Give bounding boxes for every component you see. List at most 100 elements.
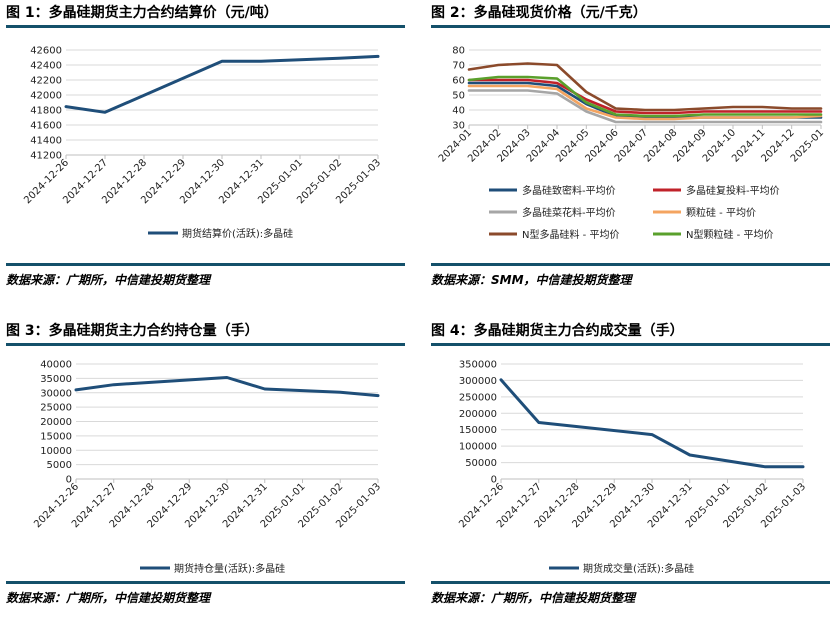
data-point [468,85,470,87]
data-point [761,110,764,113]
y-tick-label: 50000 [465,458,497,469]
data-point [761,121,764,123]
y-tick-label: 0 [66,475,72,486]
data-point [526,89,529,92]
title-divider [431,25,830,28]
data-point [585,91,588,93]
y-tick-label: 42200 [30,76,62,87]
y-tick-label: 40000 [40,360,72,371]
data-point [790,110,793,113]
data-point [702,113,705,116]
legend-label: 颗粒硅 - 平均价 [686,206,756,219]
y-tick-label: 42000 [30,91,62,102]
legend-label: 多晶硅菜花料-平均价 [522,206,616,219]
legend-label: 期货持仓量(活跃):多晶硅 [174,562,285,575]
data-point [221,60,223,63]
y-tick-label: 10000 [40,446,72,457]
legend-label: N型多晶硅料 - 平均价 [522,228,619,241]
data-point [688,454,691,456]
data-point [556,85,558,87]
data-point [263,388,266,390]
data-point [556,64,558,66]
y-tick-label: 41200 [30,151,62,162]
bottom-divider [6,263,405,266]
data-point [790,116,793,119]
data-point [820,110,822,113]
data-point [790,121,793,123]
data-point [761,116,764,119]
data-point [468,68,470,71]
data-point [651,433,653,436]
data-point [556,92,558,95]
y-tick-label: 200000 [459,409,497,420]
open-interest-chart: 0 5000 10000 15000 20000 25000 30000 35000 40000… [32,360,383,576]
spot-price-chart: 3040506070802024-012024-022024-032024-04… [437,46,826,242]
data-point [104,111,106,114]
y-tick-label: 41400 [30,136,62,147]
data-point [585,98,588,101]
y-tick-label: 0 [491,475,497,486]
data-point [338,57,340,60]
source-note: 数据来源：SMM，中信建投期货整理 [431,273,632,287]
y-tick-label: 300000 [459,376,497,387]
source-note: 数据来源：广期所，中信建投期货整理 [6,273,211,287]
data-point [468,89,470,92]
source-note: 数据来源：广期所，中信建投期货整理 [431,591,636,605]
title-divider [431,343,830,346]
data-point [556,88,558,90]
chart-panel-2: 图 2：多晶硅现货价格（元/千克） 30 40 50 60 70 80 2024-01 202… [425,0,830,318]
data-point [468,79,470,81]
bottom-divider [6,581,405,584]
chart-panel-3: 图 3：多晶硅期货主力合约持仓量（手） 0 5000 10000 15000 20000… [0,318,405,636]
data-point [702,110,705,113]
y-tick-label: 60 [452,76,465,87]
y-tick-label: 80 [452,46,465,57]
data-point [497,85,500,87]
data-point [497,82,500,84]
data-point [673,109,676,111]
y-tick-label: 42400 [30,61,62,72]
y-tick-label: 250000 [459,392,497,403]
data-point [585,101,588,104]
data-point [702,107,705,110]
data-point [526,85,529,87]
bottom-divider [431,581,830,584]
data-point [790,107,793,110]
data-point [732,116,734,119]
data-point [732,106,734,108]
data-point [673,112,676,114]
data-point [761,113,764,116]
data-point [614,110,617,113]
legend-label: 多晶硅复投料-平均价 [686,184,780,197]
legend-label: N型颗粒硅 - 平均价 [686,228,773,241]
data-point [497,76,500,78]
data-point [585,107,588,110]
bottom-divider [431,263,830,266]
data-point [75,389,77,391]
series-line [64,54,380,114]
y-tick-label: 15000 [40,431,72,442]
data-point [820,107,822,110]
data-point [526,76,529,78]
data-point [497,64,500,66]
data-point [226,376,228,379]
chart-title: 图 2：多晶硅现货价格（元/千克） [431,5,647,21]
series-line [499,378,805,469]
data-point [556,82,558,84]
chart-title: 图 4：多晶硅期货主力合约成交量（手） [431,323,684,339]
y-tick-label: 35000 [40,374,72,385]
y-tick-label: 70 [452,61,465,72]
data-point [673,121,676,123]
data-point [732,113,734,116]
data-point [339,391,342,393]
data-point [526,79,529,81]
data-point [644,115,646,117]
y-tick-label: 41600 [30,121,62,132]
source-note: 数据来源：广期所，中信建投期货整理 [6,591,211,605]
y-tick-label: 350000 [459,360,497,371]
data-point [644,112,646,114]
data-point [764,466,767,468]
y-tick-label: 42600 [30,46,62,57]
chart-title: 图 3：多晶硅期货主力合约持仓量（手） [6,323,259,339]
chart-title: 图 1：多晶硅期货主力合约结算价（元/吨） [6,5,278,21]
